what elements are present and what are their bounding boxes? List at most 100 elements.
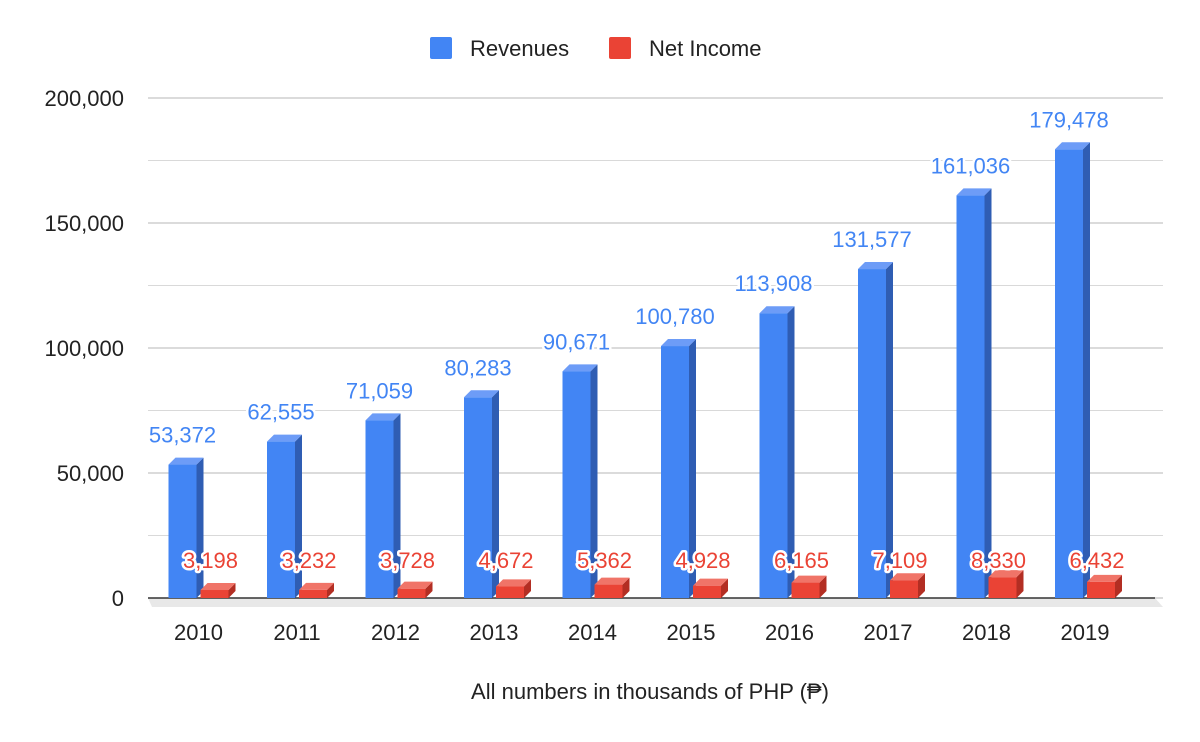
x-tick-label: 2014: [568, 620, 617, 645]
bar-top-face: [200, 583, 236, 591]
bar-top-face: [397, 581, 433, 589]
bar-side-face: [393, 413, 401, 598]
bar-side-face: [590, 364, 598, 598]
floor-plane: [148, 598, 1163, 607]
x-tick-label: 2015: [667, 620, 716, 645]
legend: Revenues Net Income: [430, 36, 762, 61]
bar-revenues: [168, 457, 204, 598]
bar-net-income: [791, 575, 827, 598]
bars: [168, 142, 1122, 598]
bar-front-face: [988, 577, 1017, 598]
bar-side-face: [327, 582, 334, 598]
bar-top-face: [858, 262, 893, 270]
x-tick-label: 2019: [1061, 620, 1110, 645]
bar-top-face: [693, 578, 728, 586]
data-label-net-income: 8,330: [971, 548, 1026, 573]
data-label-revenues: 53,372: [149, 423, 216, 448]
bar-side-face: [819, 575, 827, 598]
bar-revenues: [858, 262, 893, 598]
bar-front-face: [562, 371, 591, 598]
bar-net-income: [890, 573, 925, 598]
bar-front-face: [759, 313, 788, 598]
bar-top-face: [988, 570, 1024, 578]
x-axis-ticks: 2010 2011 2012 2013 2014 2015 2016 2017 2018 2019: [174, 620, 1109, 645]
data-label-revenues: 100,780: [635, 304, 715, 329]
data-label-net-income: 3,728: [380, 548, 435, 573]
bar-front-face: [299, 589, 327, 598]
bar-side-face: [1016, 570, 1024, 598]
data-label-revenues: 71,059: [346, 378, 413, 403]
x-axis-title: All numbers in thousands of PHP (₱): [471, 679, 829, 704]
chart-floor: [148, 597, 1163, 607]
bar-side-face: [918, 573, 925, 598]
bar-net-income: [496, 579, 531, 598]
bar-top-face: [299, 582, 334, 590]
bar-front-face: [858, 269, 886, 598]
bar-front-face: [791, 582, 820, 598]
bar-top-face: [496, 579, 531, 587]
bar-top-face: [791, 575, 827, 583]
bar-front-face: [464, 397, 492, 598]
bar-side-face: [524, 579, 531, 598]
x-tick-label: 2011: [273, 620, 320, 645]
x-tick-label: 2012: [371, 620, 420, 645]
bar-net-income: [200, 583, 236, 598]
bar-side-face: [787, 306, 795, 598]
data-label-net-income: 7,109: [872, 548, 927, 573]
bar-top-face: [1055, 142, 1090, 150]
bar-front-face: [397, 588, 426, 598]
bar-top-face: [168, 457, 204, 465]
x-tick-label: 2018: [962, 620, 1011, 645]
bar-side-face: [721, 578, 728, 598]
bar-top-face: [464, 390, 499, 398]
bar-top-face: [890, 573, 925, 581]
legend-swatch-net-income: [609, 37, 631, 59]
bar-revenues: [759, 306, 795, 598]
bar-side-face: [1083, 142, 1090, 598]
data-label-revenues: 80,283: [444, 355, 511, 380]
bar-front-face: [365, 420, 394, 598]
bar-top-face: [365, 413, 401, 421]
y-axis-ticks: 0 50,000 100,000 150,000 200,000: [44, 86, 124, 611]
bar-front-face: [661, 346, 689, 598]
data-label-net-income: 6,432: [1069, 548, 1124, 573]
bar-top-face: [759, 306, 795, 314]
bar-revenues: [464, 390, 499, 598]
y-tick-label: 0: [112, 586, 124, 611]
bar-revenues: [956, 188, 992, 598]
bar-net-income: [693, 578, 728, 598]
gridlines: [148, 97, 1163, 599]
bar-side-face: [622, 577, 630, 598]
bar-front-face: [200, 590, 229, 598]
legend-swatch-revenues: [430, 37, 452, 59]
data-label-net-income: 4,928: [675, 548, 730, 573]
x-tick-label: 2016: [765, 620, 814, 645]
bar-front-face: [956, 195, 985, 598]
bar-top-face: [661, 339, 696, 347]
bar-top-face: [1087, 574, 1122, 582]
bar-front-face: [267, 441, 295, 598]
data-label-net-income: 5,362: [577, 548, 632, 573]
data-label-revenues: 131,577: [832, 227, 912, 252]
data-label-revenues: 90,671: [543, 329, 610, 354]
bar-net-income: [1087, 574, 1122, 598]
data-label-net-income: 3,232: [281, 548, 336, 573]
data-label-revenues: 62,555: [247, 400, 314, 425]
data-label-revenues: 113,908: [735, 271, 813, 296]
bar-front-face: [1055, 149, 1083, 598]
bar-top-face: [267, 434, 302, 442]
bar-side-face: [196, 457, 204, 598]
bar-net-income: [299, 582, 334, 598]
data-label-revenues: 179,478: [1029, 107, 1109, 132]
bar-revenues: [562, 364, 598, 598]
x-tick-label: 2010: [174, 620, 223, 645]
y-tick-label: 100,000: [44, 336, 124, 361]
bar-net-income: [988, 570, 1024, 598]
bar-revenues: [365, 413, 401, 598]
bar-revenues: [267, 434, 302, 598]
bar-top-face: [562, 364, 598, 372]
bar-side-face: [984, 188, 992, 598]
bar-top-face: [956, 188, 992, 196]
y-tick-label: 200,000: [44, 86, 124, 111]
